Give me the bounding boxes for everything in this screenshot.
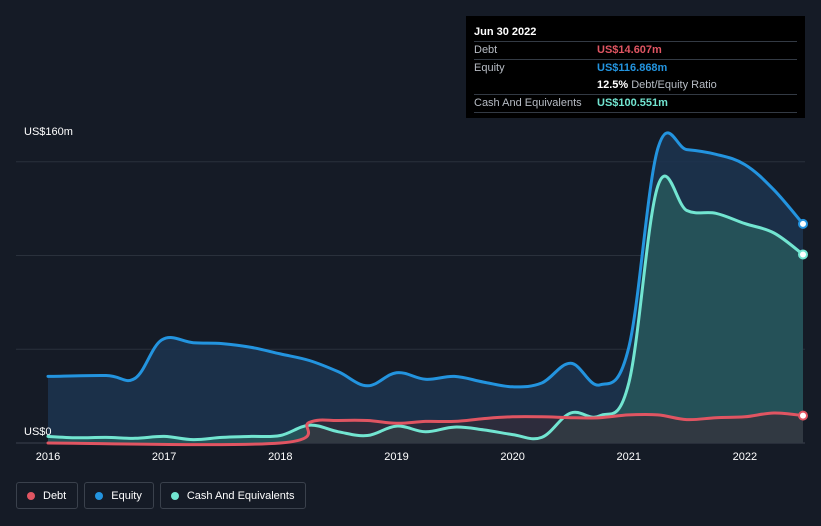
tooltip-cash-row: Cash And Equivalents US$100.551m xyxy=(474,94,797,111)
series-areas xyxy=(48,132,803,445)
debt-dot-icon xyxy=(27,491,35,500)
equity-dot-icon xyxy=(95,491,104,500)
equity-area xyxy=(48,132,803,443)
tooltip-equity-value: US$116.868m xyxy=(597,62,668,74)
tooltip-date: Jun 30 2022 xyxy=(474,26,537,38)
legend-item-equity[interactable]: Equity xyxy=(84,482,154,509)
y-axis-bottom-label: US$0 xyxy=(24,426,52,438)
x-tick-2020: 2020 xyxy=(500,451,524,463)
tooltip-debt-value: US$14.607m xyxy=(597,44,662,56)
x-axis-ticks: 2016 2017 2018 2019 2020 2021 2022 xyxy=(36,451,757,463)
y-axis-top-label: US$160m xyxy=(24,126,73,138)
tooltip-debt-label: Debt xyxy=(474,44,498,56)
data-tooltip: Jun 30 2022 Debt US$14.607m Equity US$11… xyxy=(466,16,805,118)
debt-area xyxy=(48,412,803,445)
legend-equity-label: Equity xyxy=(111,489,142,502)
tooltip-debt-row: Debt US$14.607m xyxy=(474,41,797,58)
x-tick-2016: 2016 xyxy=(36,451,60,463)
series-endpoints xyxy=(798,218,808,421)
tooltip-ratio-text: Debt/Equity Ratio xyxy=(631,79,717,91)
legend-cash-label: Cash And Equivalents xyxy=(186,489,295,502)
x-tick-2019: 2019 xyxy=(384,451,408,463)
series-lines xyxy=(46,131,805,447)
equity-line xyxy=(46,131,805,389)
tooltip-cash-label: Cash And Equivalents xyxy=(474,97,582,109)
tooltip-ratio-row: 12.5% Debt/Equity Ratio xyxy=(474,77,797,93)
x-tick-2017: 2017 xyxy=(152,451,176,463)
legend-item-cash[interactable]: Cash And Equivalents xyxy=(159,482,307,509)
debt-line xyxy=(46,411,805,447)
chart-legend: Debt Equity Cash And Equivalents xyxy=(16,482,307,509)
x-tick-2018: 2018 xyxy=(268,451,292,463)
x-tick-2022: 2022 xyxy=(733,451,757,463)
cash-dot-icon xyxy=(170,491,179,500)
legend-debt-label: Debt xyxy=(43,489,67,502)
equity-endpoint xyxy=(798,218,808,229)
tooltip-ratio-value: 12.5% xyxy=(597,79,629,91)
debt-endpoint xyxy=(798,410,808,421)
cash-line xyxy=(46,174,805,442)
tooltip-cash-value: US$100.551m xyxy=(597,97,668,109)
cash-endpoint xyxy=(798,249,808,260)
tooltip-equity-row: Equity US$116.868m xyxy=(474,59,797,76)
legend-item-debt[interactable]: Debt xyxy=(16,482,79,509)
x-tick-2021: 2021 xyxy=(617,451,641,463)
tooltip-equity-label: Equity xyxy=(474,62,505,74)
